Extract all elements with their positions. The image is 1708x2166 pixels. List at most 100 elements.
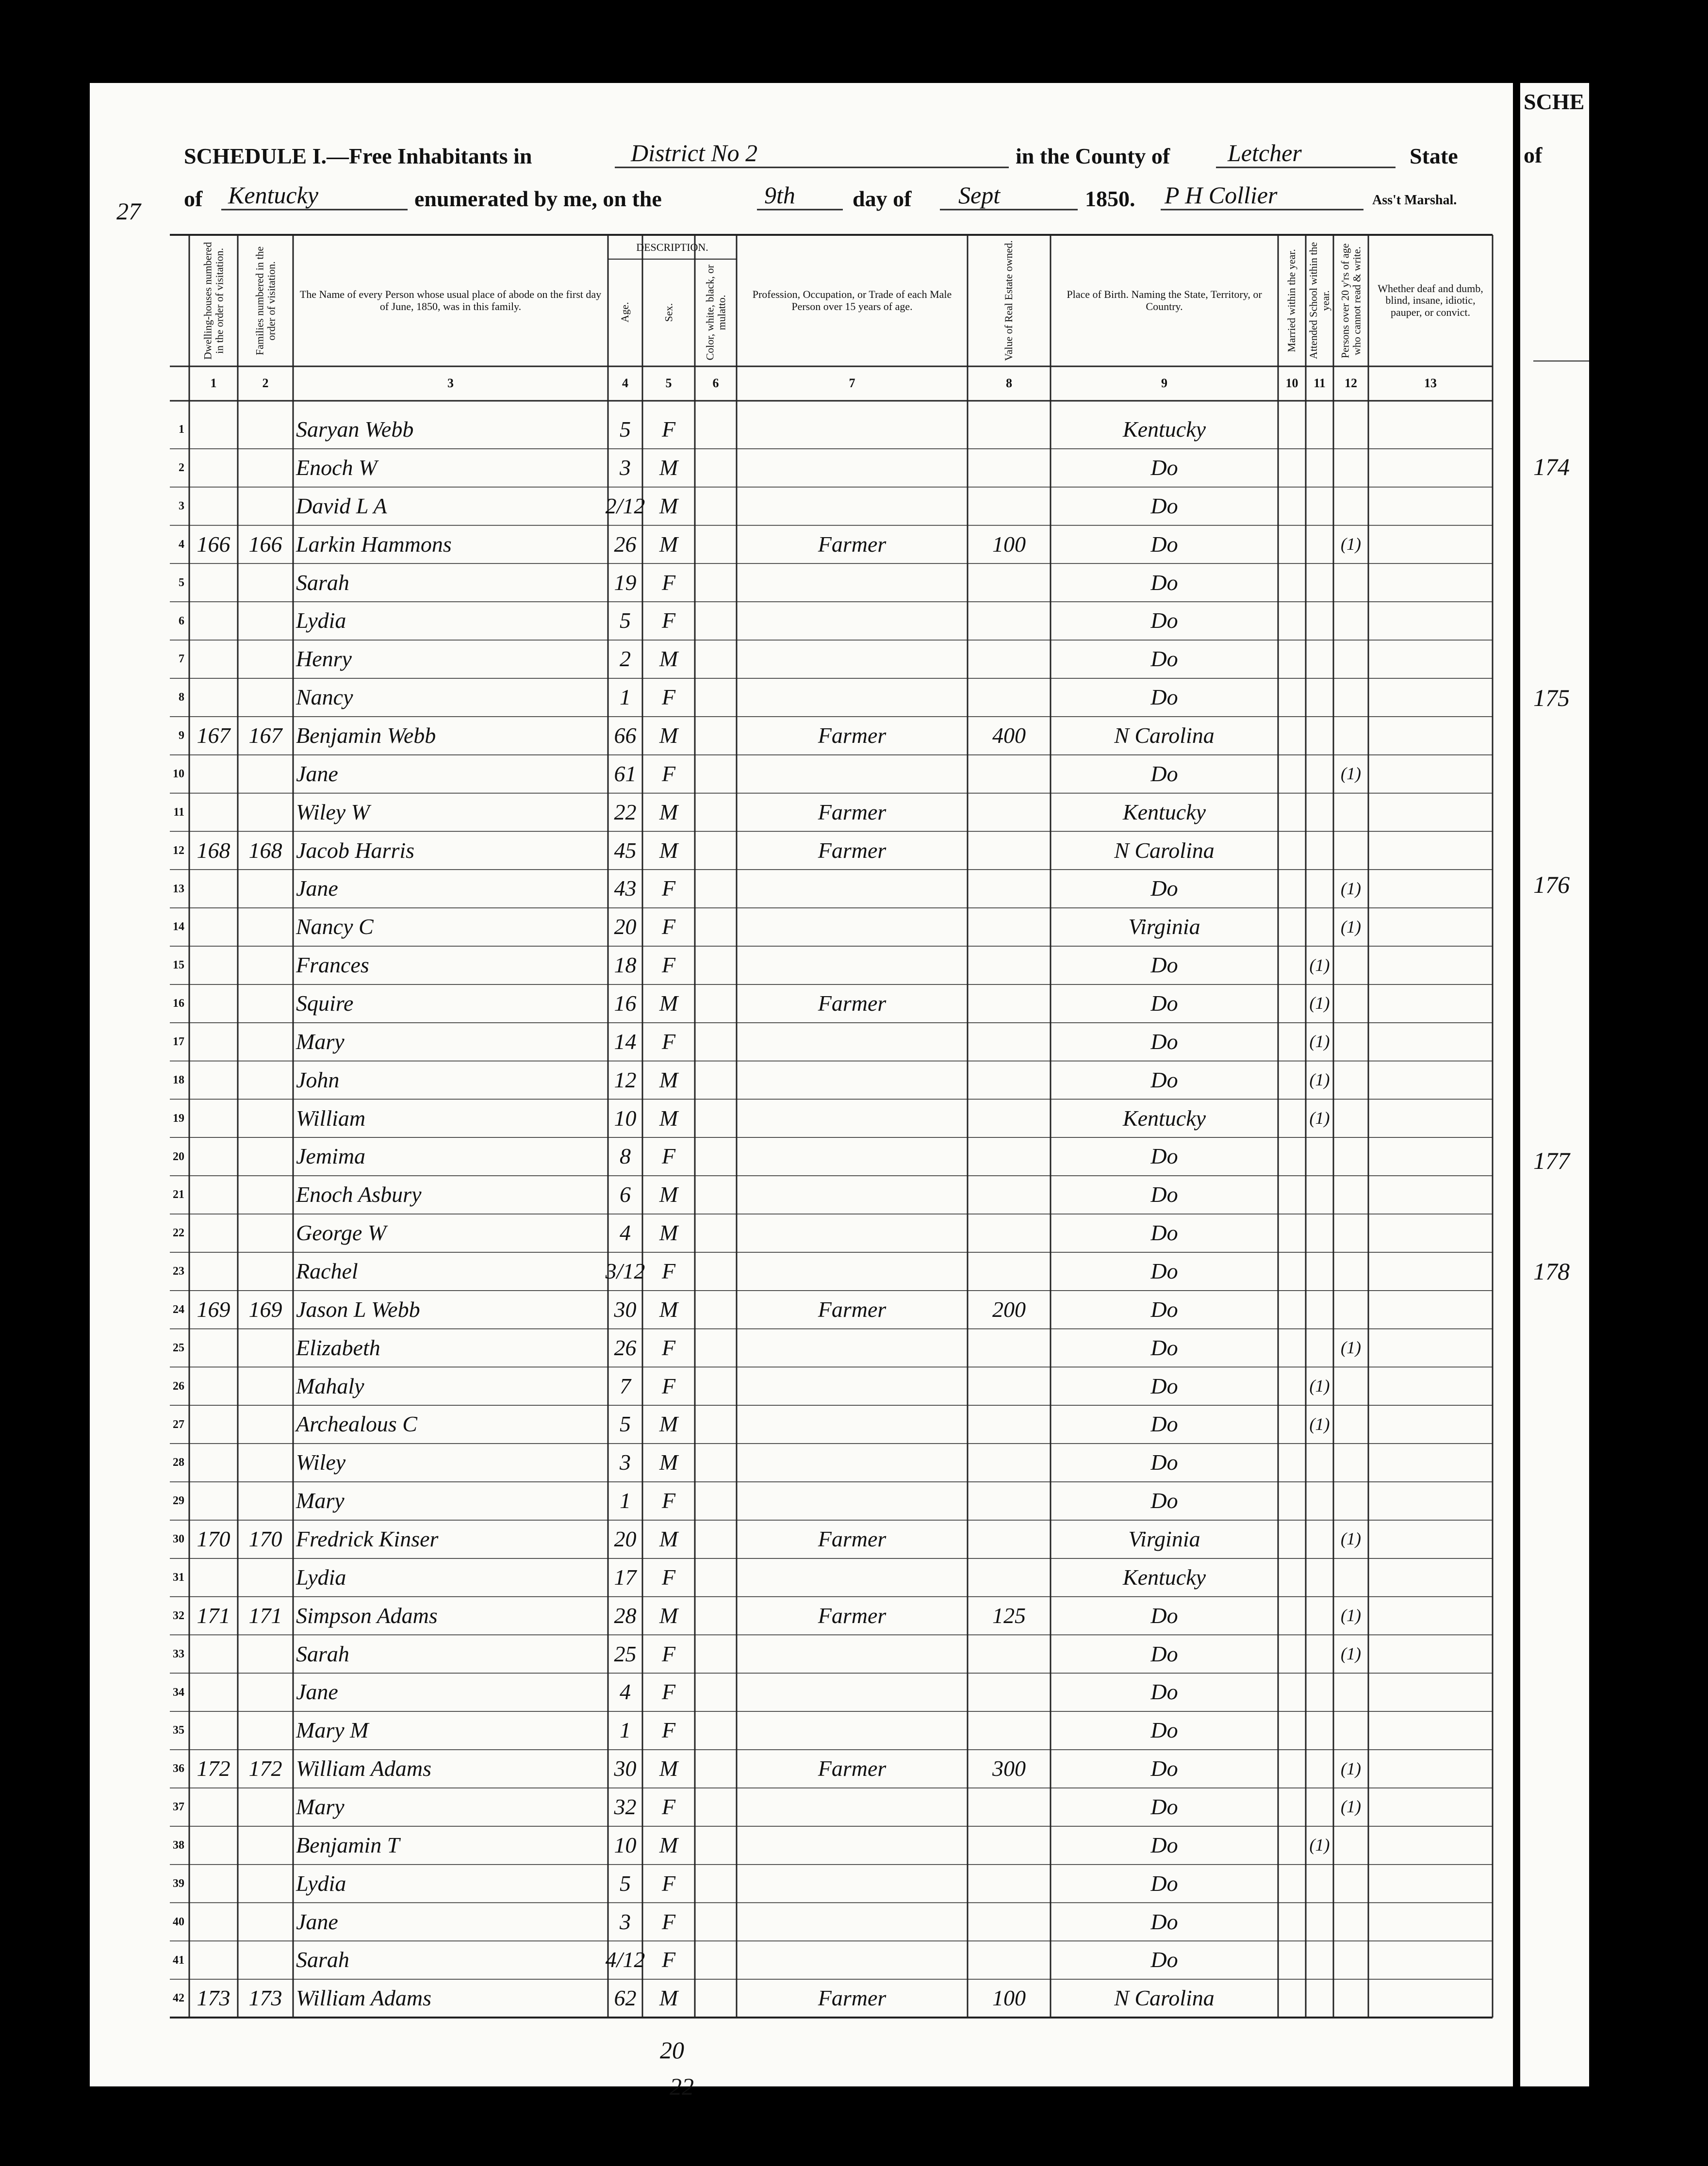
cell-name: Jane bbox=[296, 1909, 338, 1934]
cell-birthplace: Do bbox=[1150, 1947, 1178, 1972]
cell-occupation: Farmer bbox=[818, 531, 887, 557]
column-number: 8 bbox=[1006, 376, 1012, 391]
cell-sex: M bbox=[659, 1832, 678, 1857]
cell-birthplace: Do bbox=[1150, 1871, 1178, 1896]
column-header: Age. bbox=[619, 302, 631, 323]
cell-name: Fredrick Kinser bbox=[296, 1526, 439, 1551]
cell-sex: F bbox=[661, 1488, 676, 1513]
column-header: Place of Birth. Naming the State, Territ… bbox=[1067, 288, 1262, 312]
cell-occupation: Farmer bbox=[818, 1986, 887, 2011]
cell-name: Enoch W bbox=[296, 455, 378, 480]
cell-name: Nancy C bbox=[296, 914, 374, 939]
cell-age: 14 bbox=[614, 1029, 637, 1054]
line-number: 12 bbox=[173, 844, 184, 857]
line-number: 8 bbox=[179, 691, 184, 704]
cell-birthplace: Do bbox=[1150, 1718, 1178, 1743]
cell-real-estate: 300 bbox=[992, 1756, 1026, 1781]
cell-real-estate: 400 bbox=[992, 722, 1026, 748]
cell-name: William Adams bbox=[296, 1756, 432, 1781]
cell-birthplace: Do bbox=[1150, 761, 1178, 786]
cell-sex: M bbox=[659, 1526, 678, 1551]
line-number: 9 bbox=[179, 729, 184, 742]
cell-age: 28 bbox=[614, 1603, 637, 1628]
cell-birthplace: Kentucky bbox=[1122, 1105, 1206, 1131]
cell-dwelling: 169 bbox=[197, 1296, 230, 1322]
cell-birthplace: Do bbox=[1150, 1450, 1178, 1475]
cell-age: 3 bbox=[620, 455, 631, 480]
line-number: 29 bbox=[173, 1494, 184, 1508]
cell-occupation: Farmer bbox=[818, 1296, 887, 1322]
line-number: 13 bbox=[173, 882, 184, 895]
cell-name: Sarah bbox=[296, 570, 349, 595]
cell-sex: M bbox=[659, 1105, 678, 1131]
cell-sex: F bbox=[661, 1641, 676, 1666]
cell-sex: M bbox=[659, 493, 678, 518]
column-number: 7 bbox=[849, 376, 855, 391]
column-number: 9 bbox=[1161, 376, 1167, 391]
column-header: Persons over 20 y'rs of age who cannot r… bbox=[1338, 243, 1363, 358]
cell-illiterate: (1) bbox=[1341, 764, 1361, 784]
cell-school: (1) bbox=[1309, 1835, 1330, 1855]
cell-age: 10 bbox=[614, 1832, 637, 1857]
line-number: 25 bbox=[173, 1341, 184, 1354]
cell-real-estate: 100 bbox=[992, 531, 1026, 557]
cell-family: 170 bbox=[248, 1526, 282, 1551]
cell-occupation: Farmer bbox=[818, 799, 887, 824]
cell-real-estate: 125 bbox=[992, 1603, 1026, 1628]
cell-name: Mary bbox=[296, 1794, 345, 1819]
district: District No 2 bbox=[631, 139, 758, 166]
cell-occupation: Farmer bbox=[818, 1756, 887, 1781]
cell-illiterate: (1) bbox=[1341, 1758, 1361, 1778]
cell-name: Rachel bbox=[296, 1258, 358, 1283]
cell-sex: M bbox=[659, 722, 678, 748]
cell-name: Archealous C bbox=[296, 1411, 417, 1437]
column-number: 6 bbox=[712, 376, 719, 391]
cell-sex: M bbox=[659, 990, 678, 1016]
cell-age: 5 bbox=[620, 608, 631, 633]
cell-family: 171 bbox=[248, 1603, 282, 1628]
enumerated-label: enumerated by me, on the bbox=[414, 186, 662, 211]
cell-name: Lydia bbox=[296, 1564, 346, 1590]
cell-name: Jacob Harris bbox=[296, 837, 415, 863]
cell-dwelling: 167 bbox=[197, 722, 230, 748]
cell-age: 6 bbox=[620, 1182, 631, 1207]
cell-age: 19 bbox=[614, 570, 637, 595]
month: Sept bbox=[958, 181, 1001, 209]
cell-sex: F bbox=[661, 1373, 676, 1398]
cell-occupation: Farmer bbox=[818, 990, 887, 1016]
cell-sex: F bbox=[661, 1718, 676, 1743]
cell-birthplace: Do bbox=[1150, 1067, 1178, 1092]
cell-age: 10 bbox=[614, 1105, 637, 1131]
line-number: 28 bbox=[173, 1456, 184, 1469]
column-header: Whether deaf and dumb, blind, insane, id… bbox=[1378, 282, 1483, 318]
cell-dwelling: 166 bbox=[197, 531, 230, 557]
cell-birthplace: Do bbox=[1150, 1029, 1178, 1054]
cell-birthplace: Do bbox=[1150, 1794, 1178, 1819]
cell-age: 26 bbox=[614, 531, 637, 557]
adjacent-dwelling: 177 bbox=[1533, 1147, 1570, 1174]
cell-occupation: Farmer bbox=[818, 837, 887, 863]
cell-name: Lydia bbox=[296, 1871, 346, 1896]
cell-age: 7 bbox=[620, 1373, 631, 1398]
cell-birthplace: Do bbox=[1150, 1144, 1178, 1169]
cell-age: 1 bbox=[620, 685, 631, 710]
adjacent-dwelling: 175 bbox=[1533, 684, 1570, 711]
cell-name: Squire bbox=[296, 990, 354, 1016]
cell-name: Enoch Asbury bbox=[296, 1182, 422, 1207]
column-header: The Name of every Person whose usual pla… bbox=[299, 288, 602, 312]
cell-birthplace: Do bbox=[1150, 570, 1178, 595]
state: Kentucky bbox=[228, 181, 319, 209]
column-number: 13 bbox=[1424, 376, 1437, 391]
cell-sex: M bbox=[659, 1603, 678, 1628]
cell-birthplace: Do bbox=[1150, 952, 1178, 978]
cell-name: Mary bbox=[296, 1029, 345, 1054]
line-number: 23 bbox=[173, 1265, 184, 1278]
cell-birthplace: Virginia bbox=[1128, 914, 1200, 939]
cell-illiterate: (1) bbox=[1341, 1529, 1361, 1549]
cell-school: (1) bbox=[1309, 1108, 1330, 1128]
cell-illiterate: (1) bbox=[1341, 1606, 1361, 1625]
cell-sex: F bbox=[661, 761, 676, 786]
column-number: 11 bbox=[1314, 376, 1326, 391]
cell-birthplace: Do bbox=[1150, 1641, 1178, 1666]
